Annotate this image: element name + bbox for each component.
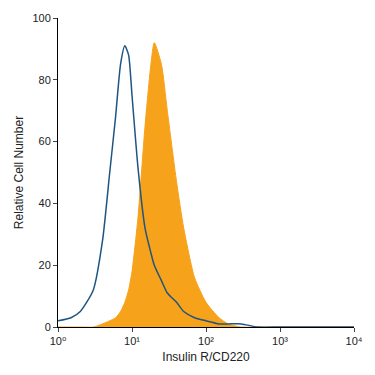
svg-text:10¹: 10¹: [124, 335, 140, 347]
svg-text:10⁴: 10⁴: [346, 335, 363, 347]
svg-text:40: 40: [39, 197, 51, 209]
svg-text:10⁰: 10⁰: [50, 335, 67, 347]
svg-text:0: 0: [45, 321, 51, 333]
svg-text:Relative Cell Number: Relative Cell Number: [12, 116, 26, 229]
svg-text:20: 20: [39, 259, 51, 271]
svg-text:Insulin R/CD220: Insulin R/CD220: [162, 350, 250, 364]
svg-text:80: 80: [39, 74, 51, 86]
svg-text:10²: 10²: [198, 335, 214, 347]
svg-text:60: 60: [39, 135, 51, 147]
svg-text:10³: 10³: [272, 335, 288, 347]
svg-text:100: 100: [32, 12, 50, 24]
